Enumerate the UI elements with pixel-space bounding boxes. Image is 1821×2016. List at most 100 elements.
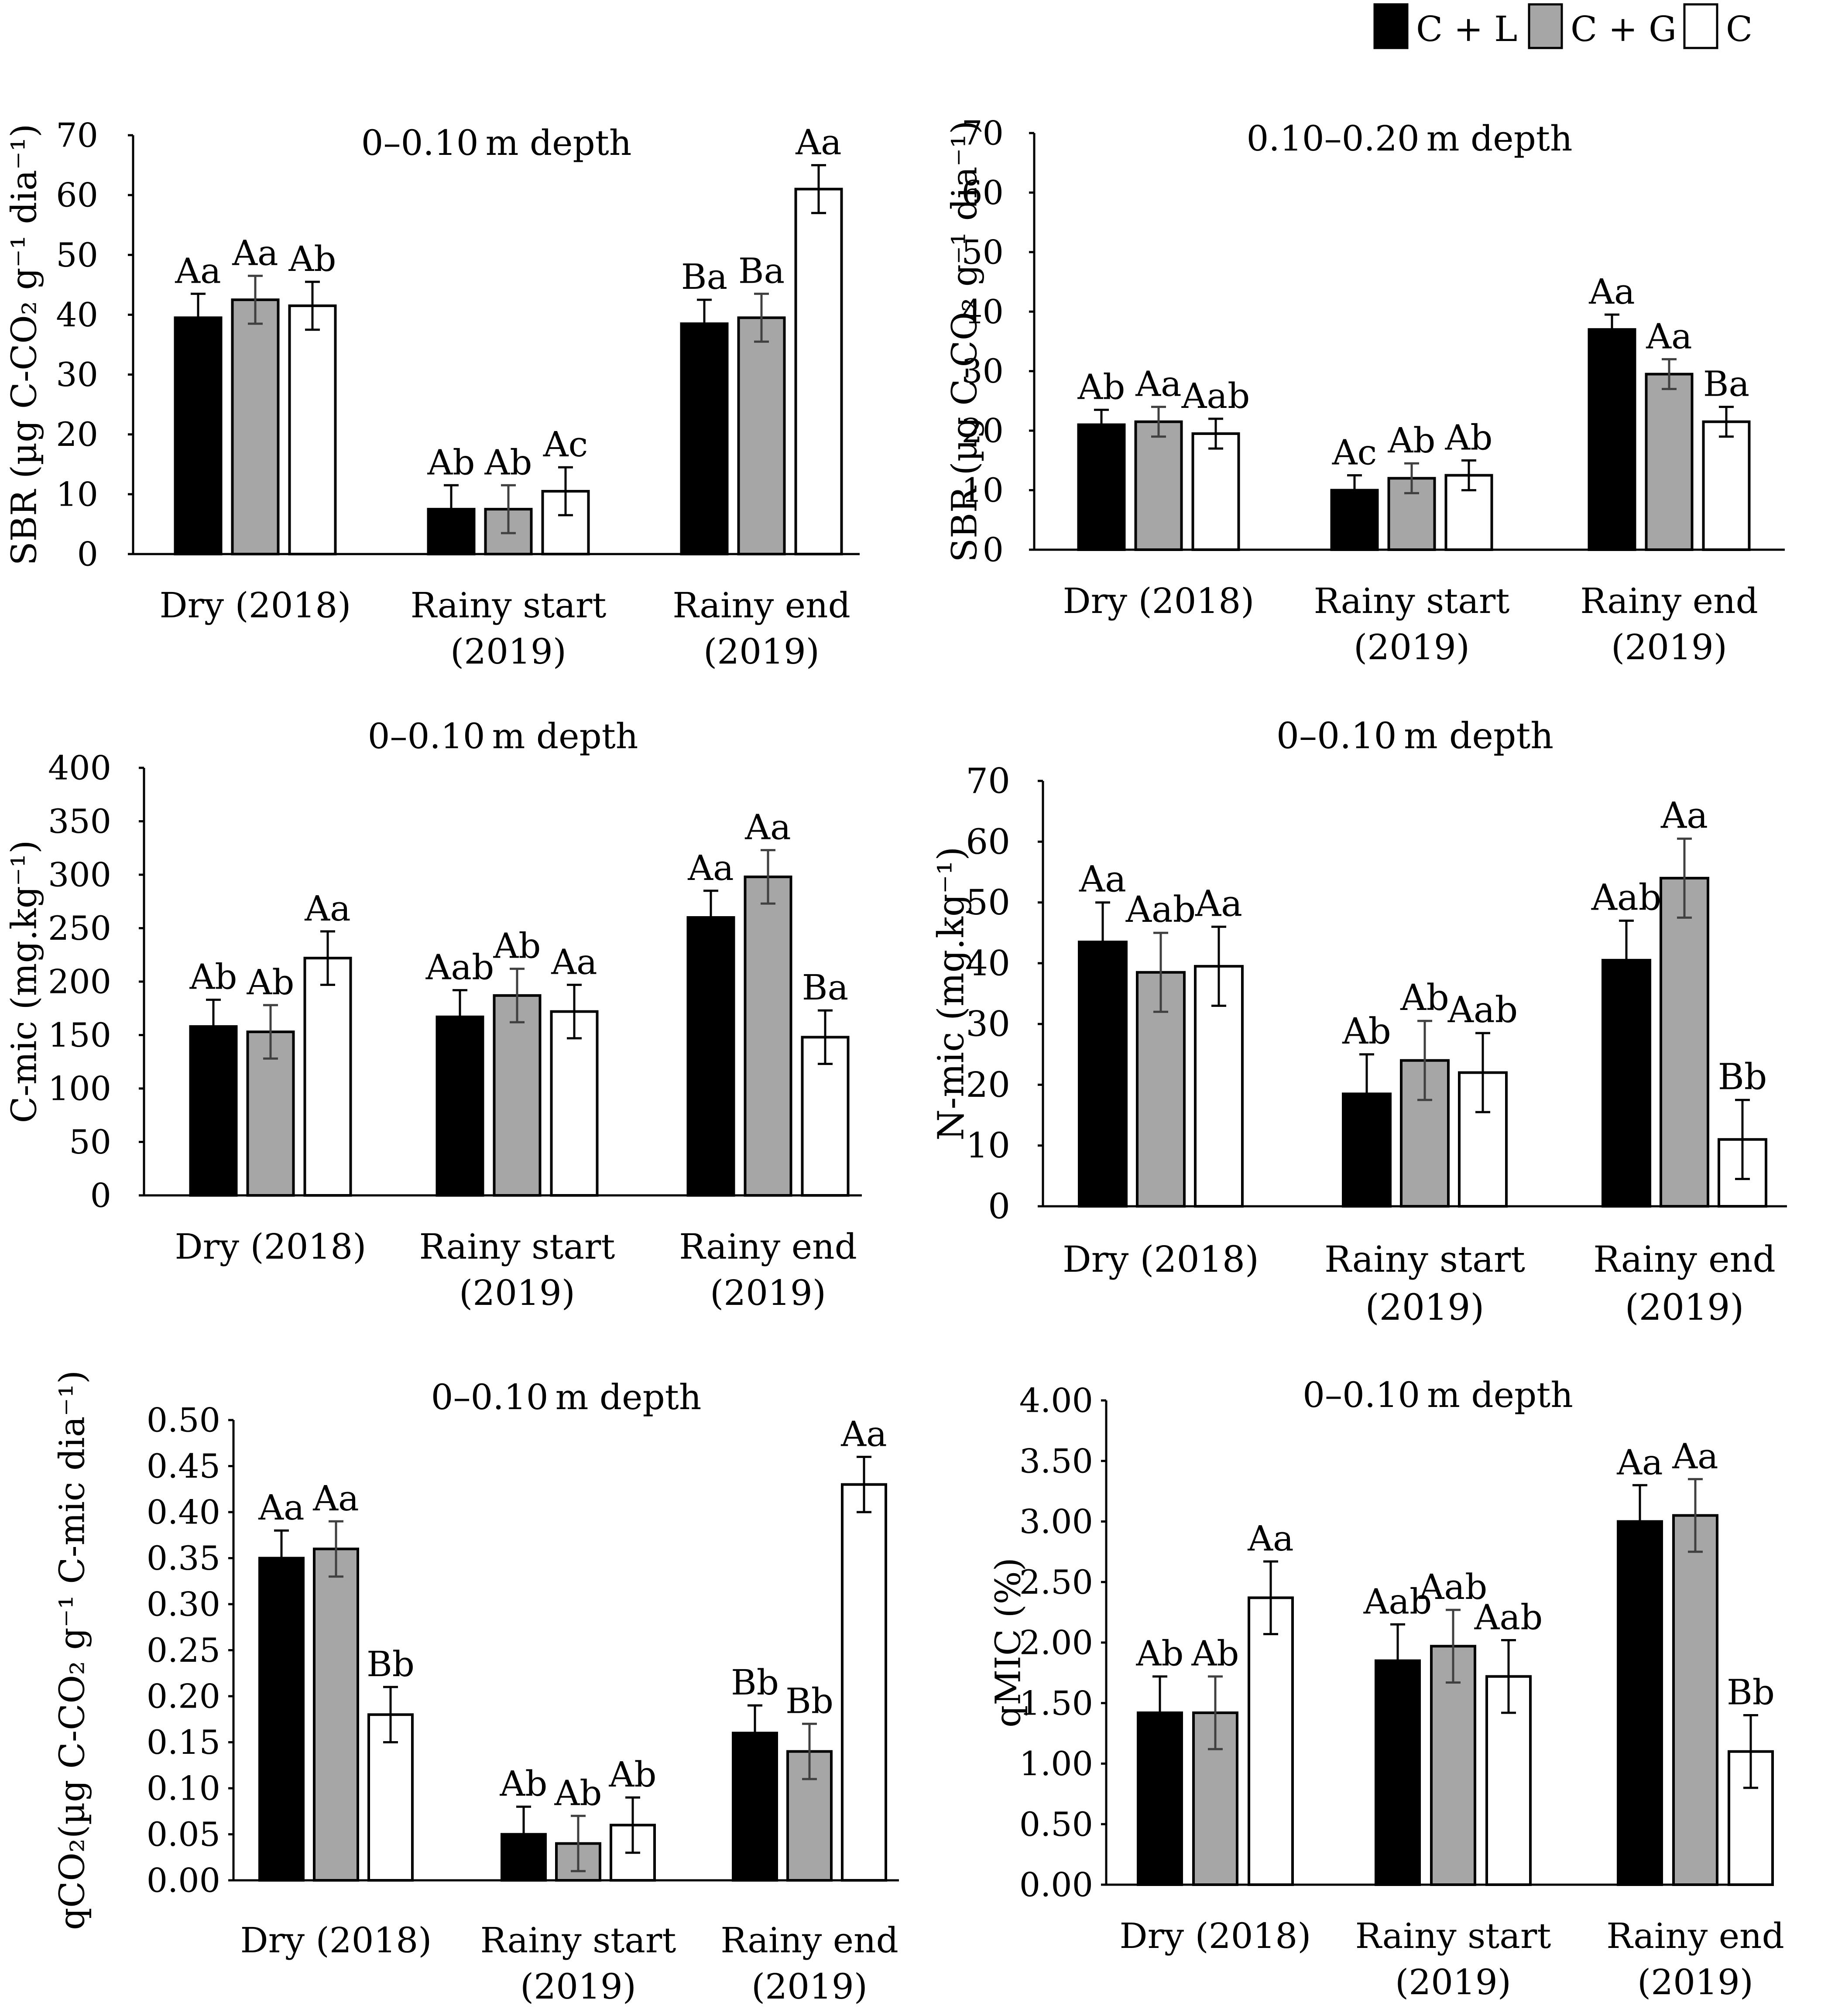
data-label: Aa [687,848,734,888]
bar-cg [1430,1645,1476,1886]
bar-cg [1134,420,1183,551]
y-tick-label: 20 [56,415,98,454]
y-tick-label: 0.20 [147,1677,220,1716]
x-category-label: Rainy start [1314,581,1510,621]
bar-cl [1077,423,1126,551]
y-tick-label: 0.35 [147,1539,220,1578]
y-tick-label: 70 [966,761,1010,801]
data-label: Ab [1136,1633,1184,1674]
data-label: Ab [1077,366,1125,407]
data-label: Bb [367,1644,415,1684]
data-label: Ac [543,424,588,465]
y-tick-label: 1.00 [1019,1744,1093,1783]
chart-c-mic: 0–0.10 m depth C-mic (mg.kg⁻¹) 0 50 100 150 20… [4,716,862,1313]
data-label: Aa [1646,316,1692,356]
y-axis-label: C-mic (mg.kg⁻¹) [4,840,45,1123]
data-label: Aab [1591,877,1662,918]
legend-swatch-cl [1373,3,1409,49]
y-tick-label: 0.00 [1019,1865,1093,1904]
data-label: Aa [1247,1518,1293,1559]
data-label: Aab [1419,1567,1488,1607]
data-label: Aa [175,250,221,291]
y-tick-label: 0 [77,535,98,574]
data-label: Ab [1400,977,1449,1019]
y-tick-label: 30 [966,1004,1010,1044]
y-axis-label: SBR (µg C-CO₂ g⁻¹ dia⁻¹) [944,120,985,562]
y-tick-label: 250 [48,909,111,948]
data-label: Ab [247,962,295,1003]
data-label: Aa [304,888,350,929]
y-tick-label: 100 [48,1069,111,1108]
y-tick-label: 0 [983,531,1004,569]
y-tick-label: 50 [69,1123,111,1161]
y-tick-label: 0.00 [147,1861,220,1900]
x-category-label: (2019) [1625,1287,1744,1328]
data-label: Aa [840,1414,887,1454]
data-label: Ab [1191,1633,1239,1674]
y-tick-label: 0.10 [147,1769,220,1808]
chart-title: 0–0.10 m depth [1303,1375,1573,1415]
y-tick-label: 60 [961,173,1004,212]
y-tick-label: 0.30 [147,1585,220,1624]
x-category-label: Dry (2018) [1119,1916,1311,1956]
data-label: Bb [1718,1056,1767,1098]
bar-cl [1078,941,1128,1208]
chart-title: 0–0.10 m depth [361,123,632,163]
y-tick-label: 50 [961,233,1004,271]
data-label: Aa [1672,1436,1718,1476]
bar-cg [1645,373,1694,551]
x-category-label: (2019) [1611,627,1727,667]
y-tick-label: 0.15 [147,1723,220,1762]
x-category-label: Rainy start [1355,1916,1551,1956]
bar-cl [680,322,729,555]
bar-c [1191,432,1240,551]
x-category-label: Rainy start [1324,1239,1525,1280]
y-tick-label: 0.45 [147,1447,220,1485]
data-label: Bb [785,1681,833,1721]
bar-cg [231,298,280,555]
y-tick-label: 10 [961,471,1004,510]
bar-cl [258,1557,305,1882]
y-tick-label: 0 [90,1176,111,1215]
chart-qmic: 0–0.10 m depth qMIC (%) 0.00 0.50 1.00 1.50 2.… [988,1375,1784,2002]
data-label: Aa [1616,1442,1663,1482]
legend-swatch-c [1683,3,1718,49]
bar-c [288,304,337,555]
data-label: Ac [1332,432,1377,472]
data-label: Aa [1079,859,1126,900]
x-category-label: Rainy end [672,585,850,626]
y-tick-label: 30 [961,352,1004,390]
bar-cl [686,916,735,1197]
y-tick-label: 400 [48,749,111,787]
bar-cg [1672,1514,1718,1886]
y-tick-label: 10 [966,1125,1010,1166]
y-tick-label: 40 [966,943,1010,983]
y-tick-label: 70 [56,116,98,155]
data-label: Aab [1363,1581,1432,1622]
data-label: Aa [232,233,278,273]
bar-cg [1660,876,1709,1208]
data-label: Ab [493,926,541,966]
data-label: Ab [1445,417,1493,458]
x-category-label: Rainy end [720,1920,898,1961]
data-label: Ab [288,239,336,279]
y-tick-label: 0.05 [147,1815,220,1854]
x-category-label: (2019) [1637,1962,1753,2002]
bar-cg [744,875,792,1197]
y-tick-label: 20 [966,1064,1010,1105]
data-label: Ab [1388,420,1436,461]
bar-cl [174,316,223,555]
x-category-label: Dry (2018) [240,1920,432,1961]
bar-c [550,1010,599,1197]
x-category-label: (2019) [520,1966,636,2007]
data-label: Ab [500,1763,548,1804]
y-tick-label: 40 [961,292,1004,331]
data-label: Aa [551,941,597,982]
bar-c [841,1483,887,1882]
y-tick-label: 2.00 [1019,1623,1093,1662]
bar-cg [737,316,786,555]
legend-swatch-cg [1528,3,1563,49]
x-category-label: (2019) [703,631,820,672]
data-label: Ba [738,250,785,291]
